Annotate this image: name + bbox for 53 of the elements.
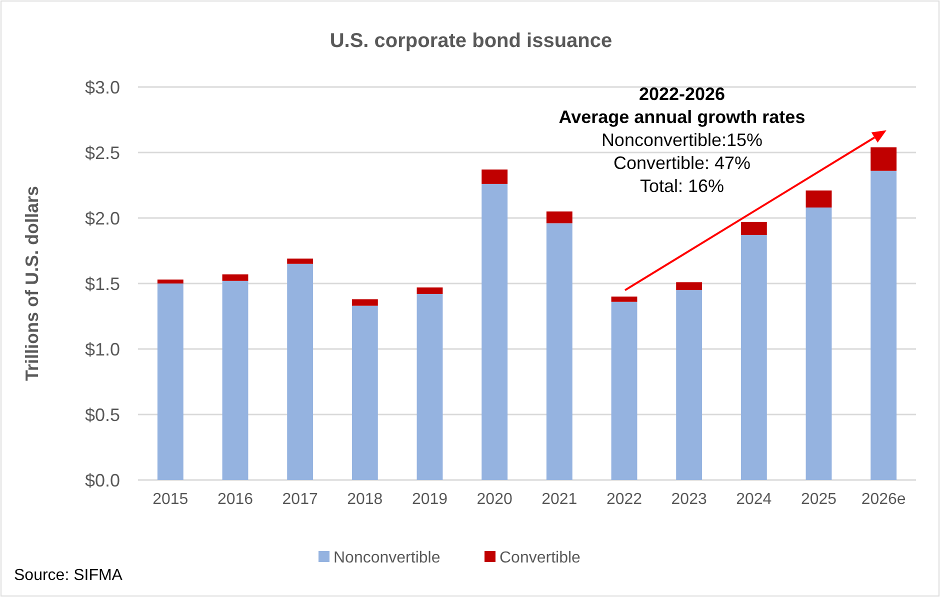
annotation: Total: 16% [640, 176, 724, 196]
bar [546, 223, 572, 480]
y-tick-label: $3.0 [84, 77, 120, 98]
legend-label: Convertible [500, 550, 581, 567]
x-tick-label: 2026e [861, 491, 906, 508]
bar [676, 282, 702, 290]
x-tick-label: 2022 [606, 491, 642, 508]
y-tick-label: $1.5 [84, 274, 120, 294]
x-tick-label: 2016 [217, 491, 254, 508]
legend-label: Nonconvertible [334, 550, 440, 567]
x-tick-label: 2020 [476, 491, 512, 508]
bar [740, 235, 767, 480]
bar [806, 190, 832, 208]
bar [287, 258, 314, 264]
y-tick-label: $0.5 [84, 404, 120, 425]
bar [222, 274, 248, 281]
bar [157, 280, 184, 284]
bar [870, 170, 897, 480]
bar [546, 211, 572, 224]
x-tick-label: 2017 [282, 491, 318, 508]
bar [352, 299, 378, 306]
bar [482, 170, 508, 184]
bar [222, 280, 248, 480]
y-tick-label: $0.0 [84, 470, 120, 490]
y-tick-label: $2.5 [84, 142, 120, 163]
bar [611, 296, 638, 302]
annotation: Convertible: 47% [613, 153, 751, 173]
x-tick-label: 2025 [800, 491, 837, 508]
bar [740, 222, 767, 236]
y-axis-title: Trillions of U.S. dollars [22, 186, 42, 382]
chart-title: U.S. corporate bond issuance [330, 30, 612, 52]
bar [806, 208, 832, 480]
y-tick-label: $2.0 [84, 208, 120, 228]
annotation: Average annual growth rates [558, 107, 806, 127]
x-tick-label: 2019 [412, 491, 448, 508]
x-tick-label: 2023 [671, 491, 707, 508]
bar [157, 284, 184, 480]
bar [611, 302, 638, 480]
bar [676, 290, 702, 480]
annotation: 2022-2026 [638, 84, 726, 104]
bar [287, 264, 314, 480]
bar [482, 184, 508, 480]
x-tick-label: 2015 [152, 491, 188, 508]
annotation: Nonconvertible:15% [601, 130, 763, 150]
bar [416, 287, 443, 294]
y-tick-label: $1.0 [84, 339, 120, 360]
x-tick-label: 2024 [736, 491, 772, 508]
bar [870, 147, 897, 171]
x-tick-label: 2018 [347, 491, 383, 508]
bar [352, 306, 378, 480]
bar [416, 294, 443, 480]
x-tick-label: 2021 [542, 491, 578, 508]
source-note: Source: SIFMA [14, 567, 123, 584]
